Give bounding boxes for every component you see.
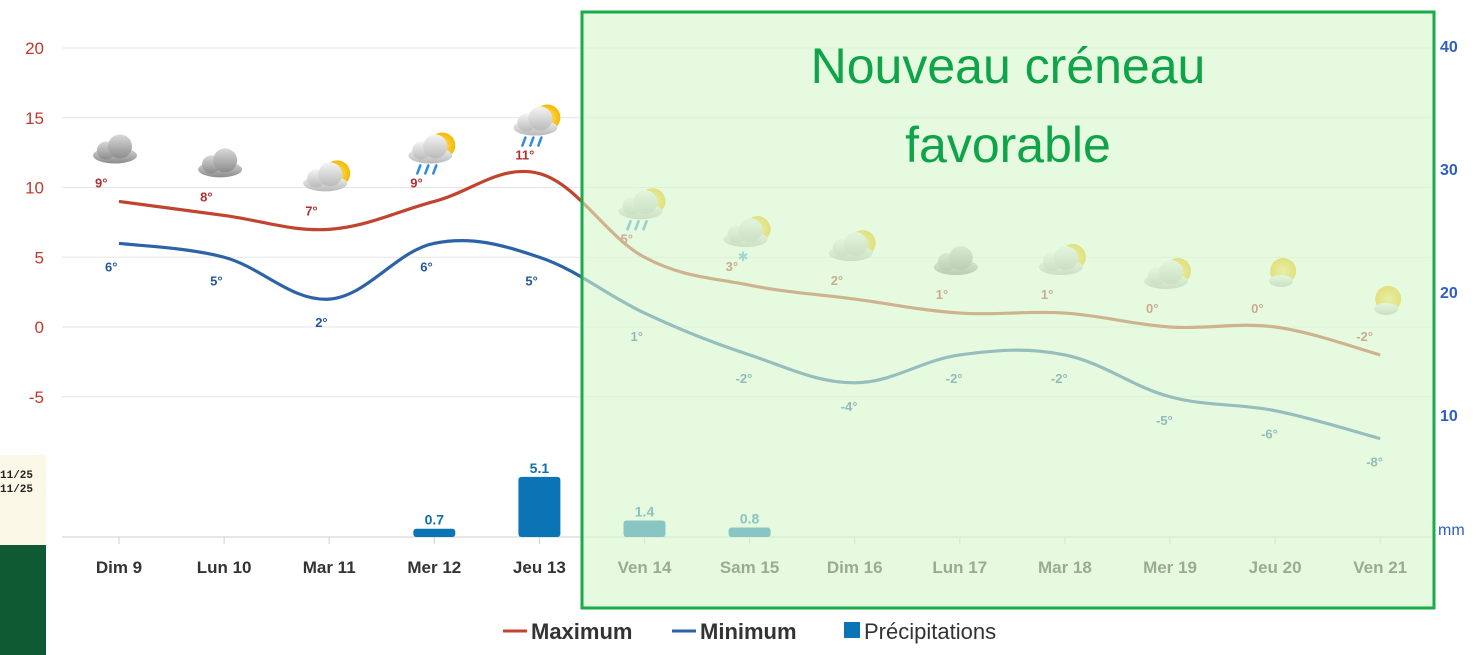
max-temp-label: 8° — [200, 189, 212, 204]
side-card-date-2: 11/25 — [0, 484, 33, 496]
y-right-tick-label: 40 — [1440, 39, 1458, 56]
y-left-tick-label: -5 — [29, 388, 44, 407]
cloud-part — [213, 148, 238, 173]
min-temp-label: 5° — [210, 273, 222, 288]
min-temp-label: 6° — [105, 259, 117, 274]
y-left-tick-label: 20 — [25, 39, 44, 58]
x-tick-label: Mer 12 — [407, 558, 461, 577]
x-tick-label: Mar 11 — [303, 558, 356, 577]
cloud-part — [108, 134, 132, 159]
rain-drop — [432, 164, 438, 175]
favorable-window-overlay: Nouveau créneau favorable — [580, 10, 1436, 610]
y-left-tick-label: 15 — [25, 109, 44, 128]
legend-label: Minimum — [700, 619, 797, 644]
cloud-part — [528, 106, 553, 131]
min-temp-label: 6° — [420, 259, 432, 274]
overlay-title-line-2: favorable — [905, 117, 1111, 173]
x-tick-label: Jeu 13 — [513, 558, 566, 577]
rain-drop — [537, 136, 543, 147]
legend-item-maximum[interactable]: Maximum — [503, 619, 632, 644]
y-axis-left: 20 15 10 5 0 -5 — [25, 39, 44, 407]
legend-swatch — [844, 622, 860, 638]
precip-bar-label: 0.7 — [425, 512, 445, 528]
cloud-icon — [198, 148, 243, 178]
cloud-part — [423, 134, 448, 159]
legend: Maximum Minimum Précipitations — [503, 619, 996, 644]
y-left-tick-label: 0 — [35, 318, 44, 337]
max-temp-label: 9° — [95, 175, 107, 190]
legend-item-precipitations[interactable]: Précipitations — [844, 619, 996, 644]
rain-drop — [521, 136, 527, 147]
y-right-tick-label: 30 — [1440, 162, 1458, 179]
min-temp-label: 2° — [315, 315, 327, 330]
sun-rain-icon — [408, 132, 456, 175]
legend-label: Précipitations — [864, 619, 996, 644]
y-left-tick-label: 10 — [25, 179, 44, 198]
max-temp-label: 7° — [305, 203, 317, 218]
rain-drop — [416, 164, 422, 175]
precip-bar — [518, 476, 561, 537]
overlay-title-line-1: Nouveau créneau — [811, 38, 1206, 94]
side-card: 11/25 11/25 — [0, 455, 46, 655]
min-temp-label: 5° — [525, 273, 537, 288]
y-right-tick-label: 10 — [1440, 408, 1458, 425]
y-axis-right: 40 30 20 10 mm — [1438, 39, 1465, 539]
cloud-icon — [93, 134, 137, 164]
y-right-tick-label: 20 — [1440, 285, 1458, 302]
rain-drop — [424, 164, 430, 175]
y-right-unit: mm — [1438, 522, 1465, 539]
side-card-banner — [0, 545, 46, 655]
max-temp-label: 9° — [410, 175, 422, 190]
side-card-date-1: 11/25 — [0, 470, 33, 482]
x-tick-label: Dim 9 — [96, 558, 142, 577]
legend-label: Maximum — [531, 619, 632, 644]
precip-bar — [413, 528, 456, 537]
sun-rain-icon — [513, 104, 561, 147]
y-left-tick-label: 5 — [35, 248, 44, 267]
rain-drop — [529, 136, 535, 147]
legend-item-minimum[interactable]: Minimum — [672, 619, 797, 644]
precip-bar-label: 5.1 — [530, 460, 550, 476]
max-temp-label: 11° — [515, 148, 534, 163]
x-tick-label: Lun 10 — [197, 558, 252, 577]
cloud-part — [318, 162, 343, 187]
sun-cloud-icon — [303, 160, 351, 192]
